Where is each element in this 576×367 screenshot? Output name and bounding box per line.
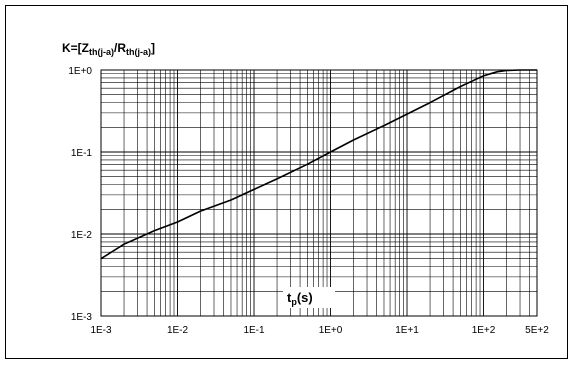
- x-tick-label: 1E-1: [243, 325, 265, 336]
- x-axis-label-background: [283, 287, 335, 308]
- x-tick-label: 5E+2: [525, 325, 549, 336]
- xlabel-sub: p: [291, 297, 297, 307]
- y-tick-labels: 1E+0 1E-1 1E-2 1E-3: [68, 66, 92, 323]
- x-tick-label: 1E+0: [319, 325, 343, 336]
- title-sub-2: th(j-a): [126, 47, 151, 57]
- xlabel-main: t: [287, 290, 292, 305]
- curve: [100, 69, 537, 260]
- y-tick-label: 1E-2: [71, 230, 93, 241]
- y-tick-label: 1E-3: [71, 312, 93, 323]
- title-main: K=[Z: [62, 41, 89, 55]
- y-tick-label: 1E+0: [68, 66, 92, 77]
- x-tick-label: 1E+1: [395, 325, 419, 336]
- title-end: ]: [151, 41, 155, 55]
- x-tick-label: 1E-2: [167, 325, 189, 336]
- x-tick-label: 1E-3: [90, 325, 112, 336]
- x-tick-label: 1E+2: [472, 325, 496, 336]
- plot-border: [100, 69, 538, 317]
- x-tick-labels: 1E-3 1E-2 1E-1 1E+0 1E+1 1E+2 5E+2: [90, 325, 549, 336]
- xlabel-end: (s): [297, 290, 313, 305]
- series-line: [100, 69, 537, 260]
- grid: [100, 70, 538, 317]
- x-axis-label: tp(s): [287, 290, 313, 307]
- y-tick-label: 1E-1: [71, 148, 93, 159]
- title-mid: /R: [114, 41, 126, 55]
- chart-title: K=[Zth(j-a)/Rth(j-a)]: [62, 41, 155, 57]
- title-sub-1: th(j-a): [89, 47, 114, 57]
